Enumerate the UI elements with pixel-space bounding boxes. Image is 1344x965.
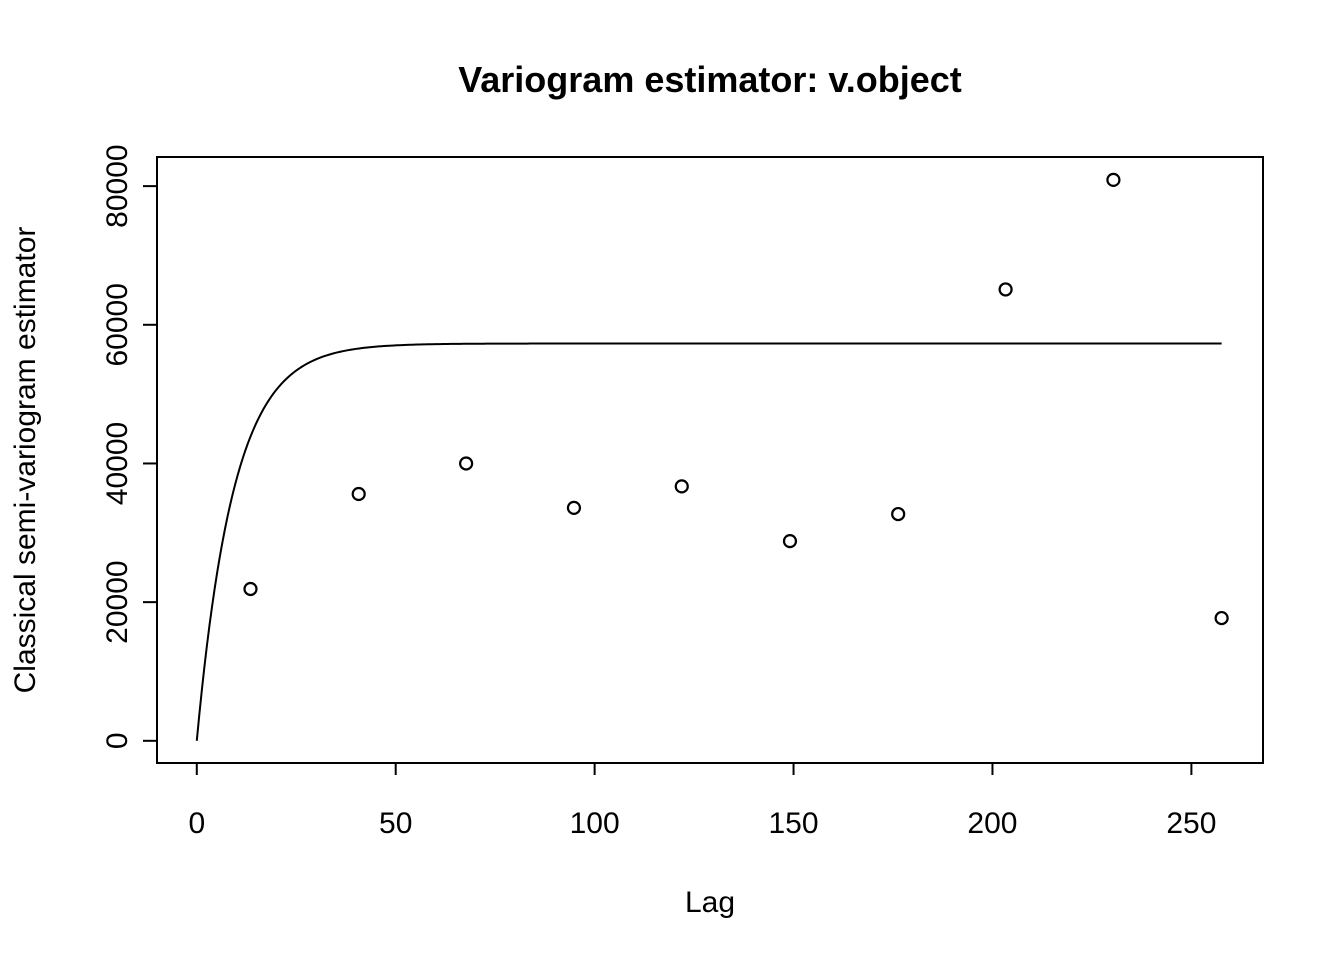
data-point (566, 500, 582, 515)
data-point (243, 581, 258, 597)
x-tick-label: 200 (967, 807, 1017, 840)
chart-title: Variogram estimator: v.object (458, 59, 962, 100)
y-axis-label: Classical semi-variogram estimator (9, 227, 42, 694)
data-point (782, 534, 798, 549)
data-point (674, 479, 689, 494)
y-tick-label: 80000 (101, 144, 134, 227)
data-point (1214, 610, 1229, 626)
y-tick-label: 0 (101, 732, 134, 749)
data-point (998, 282, 1013, 297)
x-axis-label: Lag (685, 886, 735, 919)
x-tick-label: 250 (1166, 807, 1216, 840)
plot-frame (156, 156, 1264, 764)
y-axis: 0 20000 40000 60000 80000 (101, 144, 158, 749)
x-tick-label: 150 (769, 807, 819, 840)
data-point (1106, 172, 1121, 187)
data-points (243, 172, 1229, 626)
x-tick-label: 50 (379, 807, 412, 840)
fitted-model-line (195, 342, 1222, 741)
y-tick-label: 60000 (101, 283, 134, 366)
x-tick-label: 0 (188, 807, 205, 840)
y-tick-label: 40000 (101, 422, 134, 505)
x-axis: 0 50 100 150 200 250 (188, 762, 1216, 840)
data-point (351, 486, 366, 502)
data-point (459, 456, 474, 471)
y-tick-label: 20000 (101, 560, 134, 643)
x-tick-label: 100 (570, 807, 620, 840)
data-point (891, 506, 906, 522)
